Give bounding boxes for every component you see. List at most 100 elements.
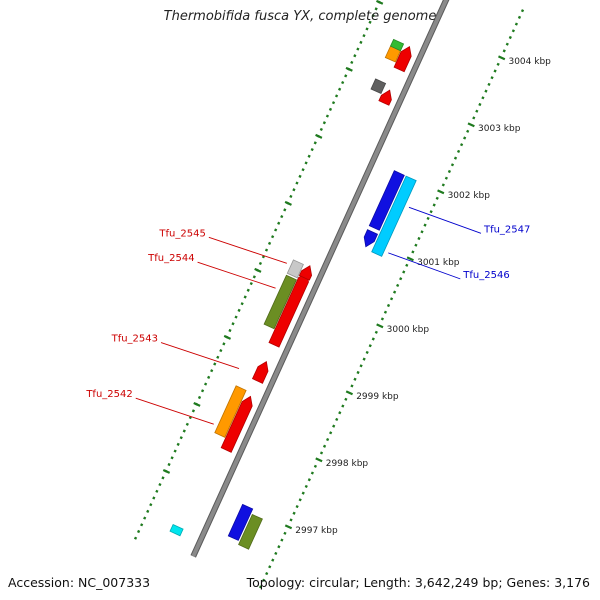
ruler-dots bbox=[133, 0, 525, 589]
gene-feature[interactable] bbox=[238, 513, 263, 550]
ruler-dot bbox=[268, 565, 272, 569]
tick-mark bbox=[437, 189, 445, 195]
ruler-dot bbox=[274, 551, 278, 556]
ruler-dot bbox=[219, 348, 223, 353]
ruler-dot bbox=[280, 538, 284, 542]
ruler-dot bbox=[179, 436, 183, 440]
ruler-dot bbox=[353, 377, 357, 381]
ruler-dot bbox=[411, 250, 415, 254]
gene-feature[interactable] bbox=[363, 229, 379, 248]
gene-feature[interactable] bbox=[389, 38, 405, 52]
ruler-dot bbox=[258, 261, 263, 266]
ruler-dot bbox=[277, 221, 281, 225]
ruler-dot bbox=[283, 531, 287, 535]
gene-label[interactable]: Tfu_2547 bbox=[483, 224, 530, 235]
tick-mark bbox=[345, 390, 354, 396]
ruler-dot bbox=[386, 303, 391, 308]
ruler-dot bbox=[505, 42, 509, 46]
ruler-dot bbox=[182, 429, 186, 433]
ruler-dot bbox=[307, 154, 311, 158]
ruler-dot bbox=[222, 342, 226, 346]
ruler-dot bbox=[341, 404, 345, 408]
ruler-dot bbox=[149, 503, 153, 507]
tick-label: 3002 kbp bbox=[448, 191, 491, 201]
ruler-dot bbox=[460, 143, 464, 147]
ruler-dot bbox=[310, 471, 314, 475]
tick-label: 2998 kbp bbox=[326, 459, 369, 469]
gene-feature[interactable] bbox=[263, 274, 297, 330]
gene-feature[interactable] bbox=[368, 170, 405, 231]
gene-label-leader bbox=[408, 206, 482, 234]
backbone-line bbox=[191, 0, 449, 558]
genome-summary-text: Topology: circular; Length: 3,642,249 bp… bbox=[246, 575, 590, 590]
ruler-dot bbox=[322, 121, 326, 125]
ruler-dot bbox=[368, 344, 372, 348]
ruler-dot bbox=[319, 451, 324, 455]
ruler-dot bbox=[188, 415, 192, 420]
ruler-dot bbox=[328, 107, 333, 111]
gene-feature[interactable] bbox=[220, 395, 253, 453]
ruler-dot bbox=[231, 322, 235, 326]
ruler-dot bbox=[310, 147, 314, 152]
ruler-dot bbox=[359, 364, 363, 368]
gene-feature[interactable] bbox=[227, 503, 254, 541]
tick-mark bbox=[376, 323, 384, 329]
ruler-dot bbox=[493, 69, 497, 73]
gene-feature[interactable] bbox=[251, 360, 269, 384]
ruler-dot bbox=[176, 442, 180, 446]
ruler-dot bbox=[450, 163, 455, 167]
ruler-dot bbox=[307, 478, 311, 482]
ruler-dot bbox=[481, 96, 485, 100]
ruler-dot bbox=[517, 15, 522, 19]
gene-feature[interactable] bbox=[298, 265, 313, 281]
ruler-dot bbox=[402, 270, 406, 274]
ruler-dot bbox=[496, 62, 500, 66]
ruler-dot bbox=[210, 369, 214, 373]
ruler-dot bbox=[374, 7, 378, 11]
gene-label[interactable]: Tfu_2544 bbox=[147, 253, 194, 264]
ruler-dot bbox=[332, 424, 336, 428]
ruler-dot bbox=[261, 255, 266, 259]
gene-label[interactable]: Tfu_2543 bbox=[111, 334, 158, 345]
gene-label-leader bbox=[160, 342, 240, 369]
gene-feature[interactable] bbox=[214, 385, 247, 438]
ruler-dot bbox=[472, 116, 476, 120]
gene-features[interactable] bbox=[169, 38, 417, 550]
tick-label: 2999 kbp bbox=[356, 392, 399, 402]
gene-feature[interactable] bbox=[393, 45, 412, 73]
ruler-dot bbox=[371, 13, 375, 18]
tick-mark-inner bbox=[193, 401, 201, 407]
ruler-dot bbox=[484, 89, 488, 93]
ruler-dot bbox=[368, 20, 372, 24]
gene-feature[interactable] bbox=[378, 89, 392, 106]
ruler-dot bbox=[380, 317, 385, 321]
ruler-dot bbox=[514, 22, 519, 26]
ruler-dot bbox=[389, 297, 394, 301]
gene-feature[interactable] bbox=[169, 523, 184, 537]
ruler-dot bbox=[283, 208, 287, 212]
ruler-dot bbox=[265, 571, 269, 576]
ruler-dot bbox=[325, 114, 330, 118]
genome-backbone bbox=[190, 0, 450, 558]
ruler-dot bbox=[228, 328, 232, 333]
ruler-dot bbox=[490, 76, 494, 80]
ruler-dot bbox=[191, 409, 196, 413]
ruler-dot bbox=[356, 47, 360, 51]
ruler-dot bbox=[143, 516, 147, 520]
tick-label: 3000 kbp bbox=[387, 325, 430, 335]
ruler-dot bbox=[289, 518, 293, 522]
ruler-dot bbox=[237, 308, 241, 312]
gene-label[interactable]: Tfu_2545 bbox=[158, 228, 205, 239]
ruler-dot bbox=[511, 29, 515, 33]
ruler-dot bbox=[140, 523, 144, 527]
gene-feature[interactable] bbox=[371, 175, 417, 257]
gene-feature[interactable] bbox=[286, 259, 304, 279]
gene-label[interactable]: Tfu_2546 bbox=[462, 270, 509, 281]
ruler-dot bbox=[441, 183, 445, 187]
gene-feature[interactable] bbox=[370, 78, 387, 95]
ruler-dot bbox=[341, 80, 345, 85]
ruler-dot bbox=[423, 223, 427, 227]
ruler-dot bbox=[155, 489, 159, 493]
ruler-dot bbox=[487, 82, 491, 86]
gene-label[interactable]: Tfu_2542 bbox=[85, 389, 132, 400]
